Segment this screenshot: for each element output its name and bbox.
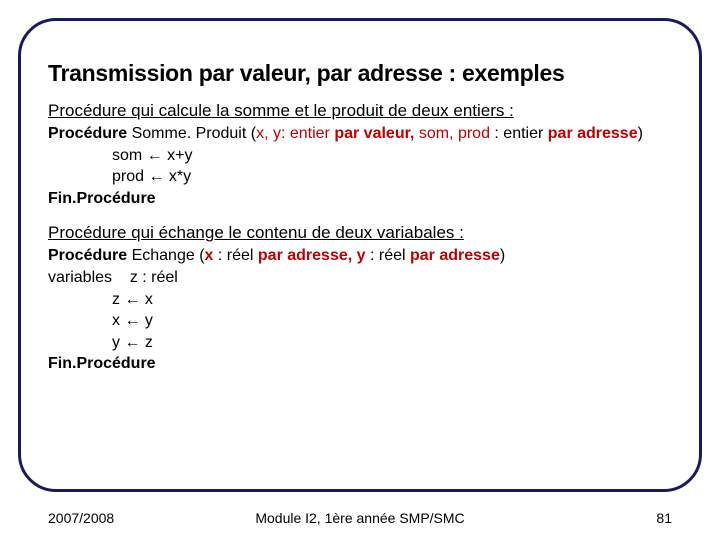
code-line: x ← y (48, 310, 690, 332)
page-number: 81 (656, 510, 672, 526)
section2-code: Procédure Echange (x : réel par adresse,… (48, 245, 690, 375)
code-line: prod ← x*y (48, 166, 690, 188)
proc-decl-2: Procédure Echange (x : réel par adresse,… (48, 245, 690, 267)
section1-code: Procédure Somme. Produit (x, y: entier p… (48, 123, 690, 209)
section2-heading: Procédure qui échange le contenu de deux… (48, 223, 690, 243)
par-adresse: par adresse (548, 125, 638, 142)
section1-heading: Procédure qui calcule la somme et le pro… (48, 101, 690, 121)
x-type: : réel (213, 247, 257, 264)
code-line: z ← x (48, 289, 690, 311)
par-adresse-1: par adresse, (258, 247, 352, 264)
footer: 2007/2008 Module I2, 1ère année SMP/SMC … (0, 510, 720, 526)
footer-module: Module I2, 1ère année SMP/SMC (255, 510, 464, 526)
code-line: som ← x+y (48, 145, 690, 167)
close-paren: ) (638, 125, 643, 142)
proc-decl-1: Procédure Somme. Produit (x, y: entier p… (48, 123, 690, 145)
kw-procedure: Procédure (48, 125, 127, 142)
fin-procedure: Fin.Procédure (48, 353, 690, 375)
code-line: y ← z (48, 332, 690, 354)
params-xy: x, y: entier (256, 125, 334, 142)
proc-name: Somme. Produit ( (127, 125, 256, 142)
footer-year: 2007/2008 (48, 510, 114, 526)
par-adresse-2: par adresse (410, 247, 500, 264)
slide-title: Transmission par valeur, par adresse : e… (48, 60, 690, 87)
colon-entier: : entier (494, 125, 547, 142)
y-type: : réel (370, 247, 410, 264)
close-paren: ) (500, 247, 505, 264)
proc-name: Echange ( (127, 247, 204, 264)
vars-line: variables z : réel (48, 267, 690, 289)
param-y: y (352, 247, 370, 264)
fin-procedure: Fin.Procédure (48, 188, 690, 210)
slide-content: Transmission par valeur, par adresse : e… (48, 60, 690, 385)
params-somprod: som, prod (414, 125, 494, 142)
par-valeur: par valeur, (334, 125, 414, 142)
kw-procedure: Procédure (48, 247, 127, 264)
